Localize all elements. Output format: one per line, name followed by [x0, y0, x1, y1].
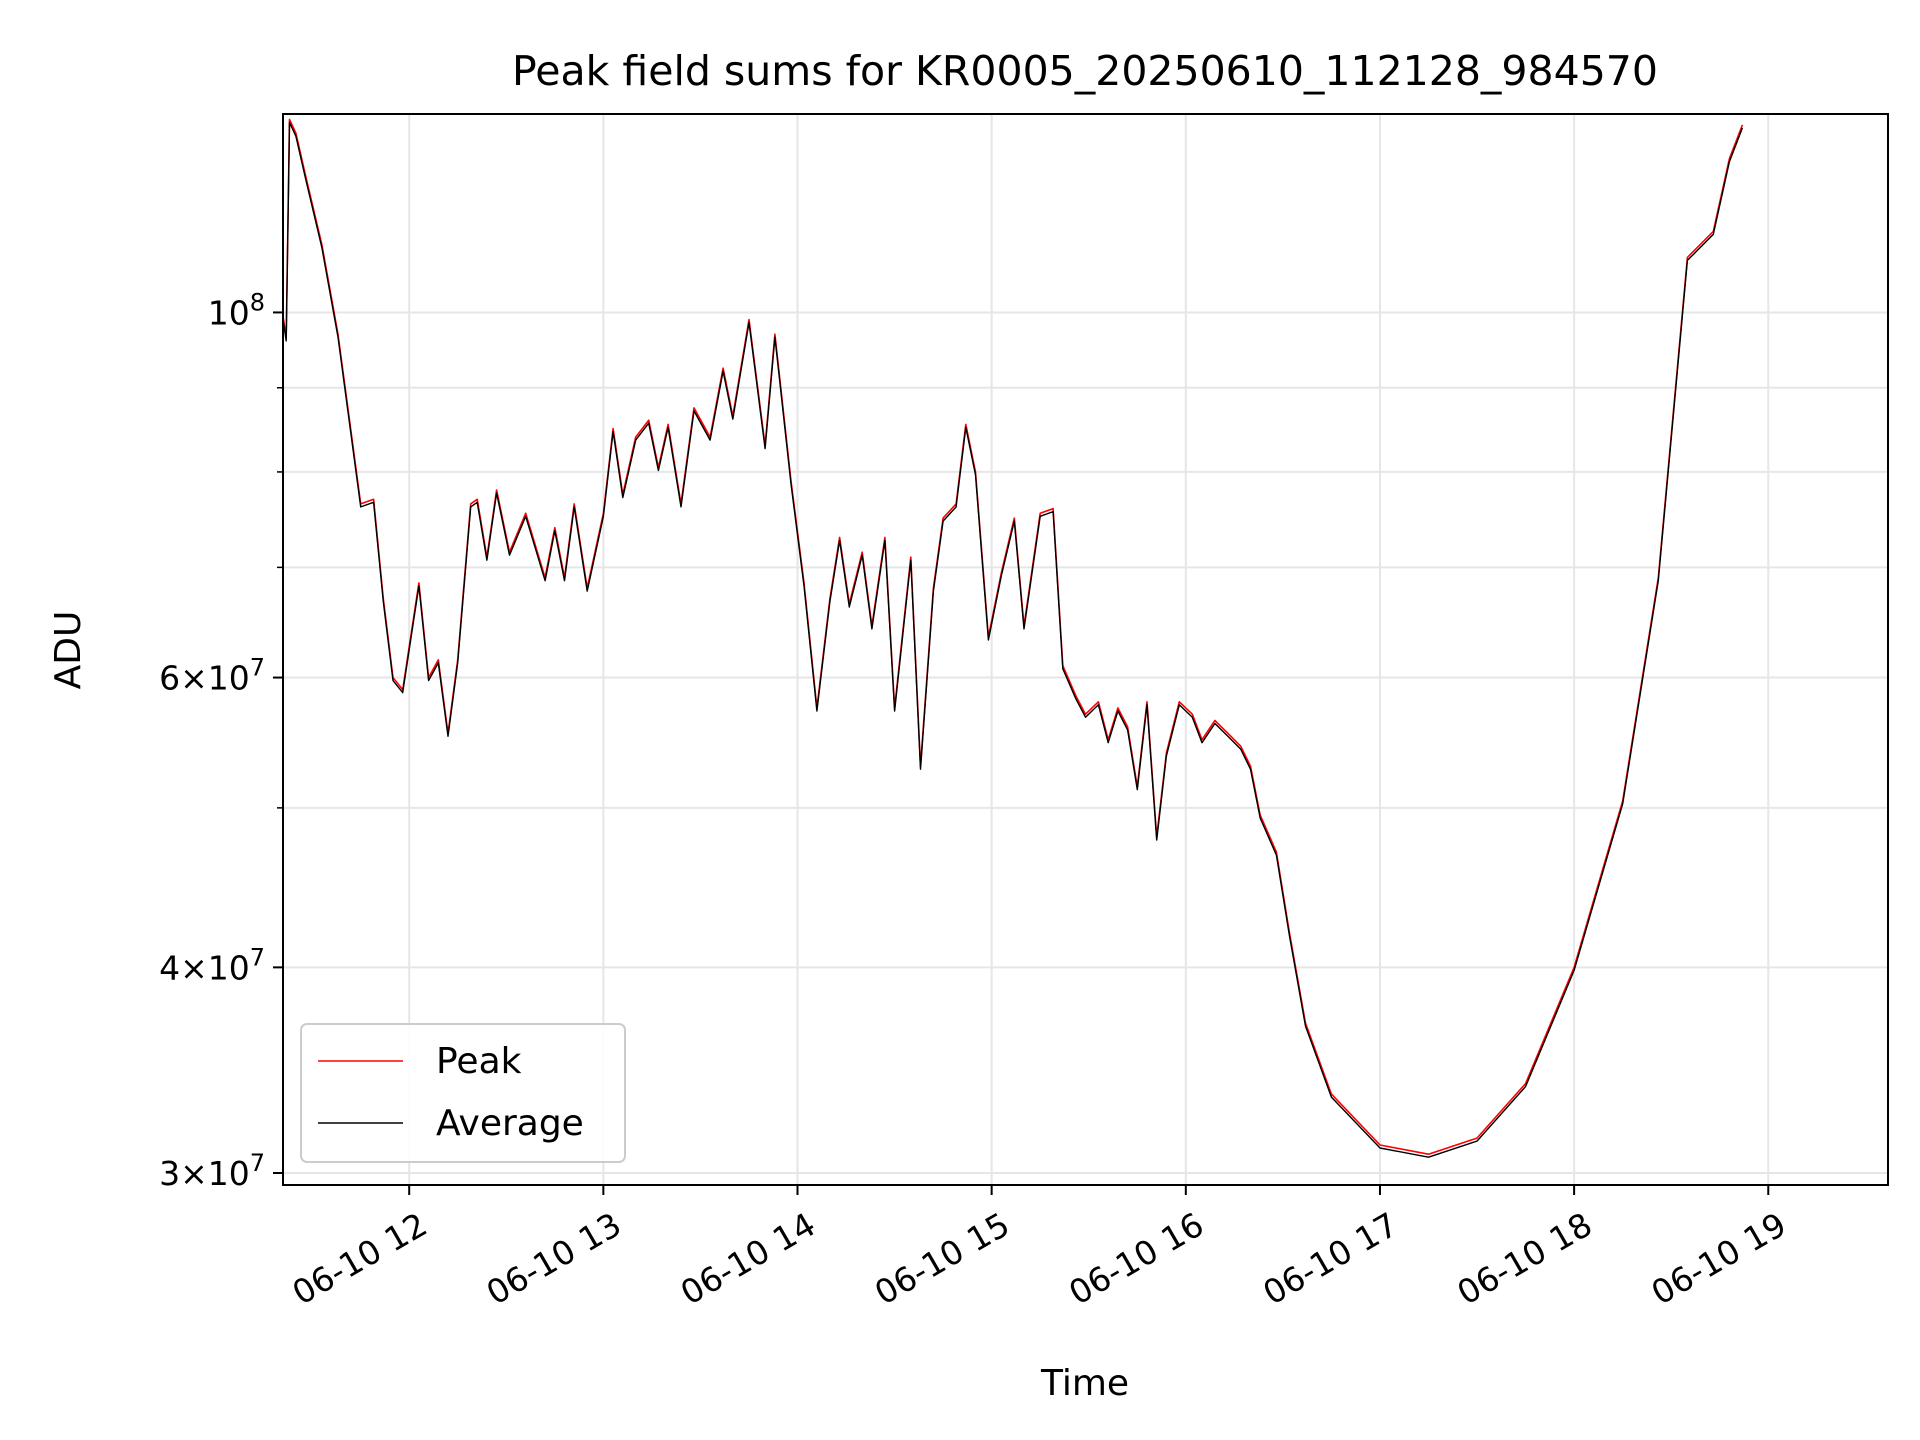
chart-title: Peak field sums for KR0005_20250610_1121…	[512, 47, 1658, 95]
y-tick-label: 108	[208, 288, 265, 332]
legend-box	[300, 1023, 626, 1163]
grid	[283, 114, 1888, 1185]
y-tick-label: 3×107	[159, 1149, 265, 1193]
y-axis-label: ADU	[48, 611, 89, 690]
series-average-line	[282, 121, 1744, 1158]
legend: Peak Average	[300, 1023, 626, 1163]
y-axis: 3×107 4×107 6×107 108	[159, 288, 283, 1193]
y-tick-label: 4×107	[159, 943, 265, 987]
legend-label-average: Average	[436, 1103, 584, 1144]
x-axis-label: Time	[1040, 1363, 1129, 1404]
series-layer	[282, 118, 1744, 1158]
legend-label-peak: Peak	[436, 1041, 522, 1082]
y-tick-label: 6×107	[159, 654, 265, 698]
plot-frame	[282, 113, 1889, 1186]
